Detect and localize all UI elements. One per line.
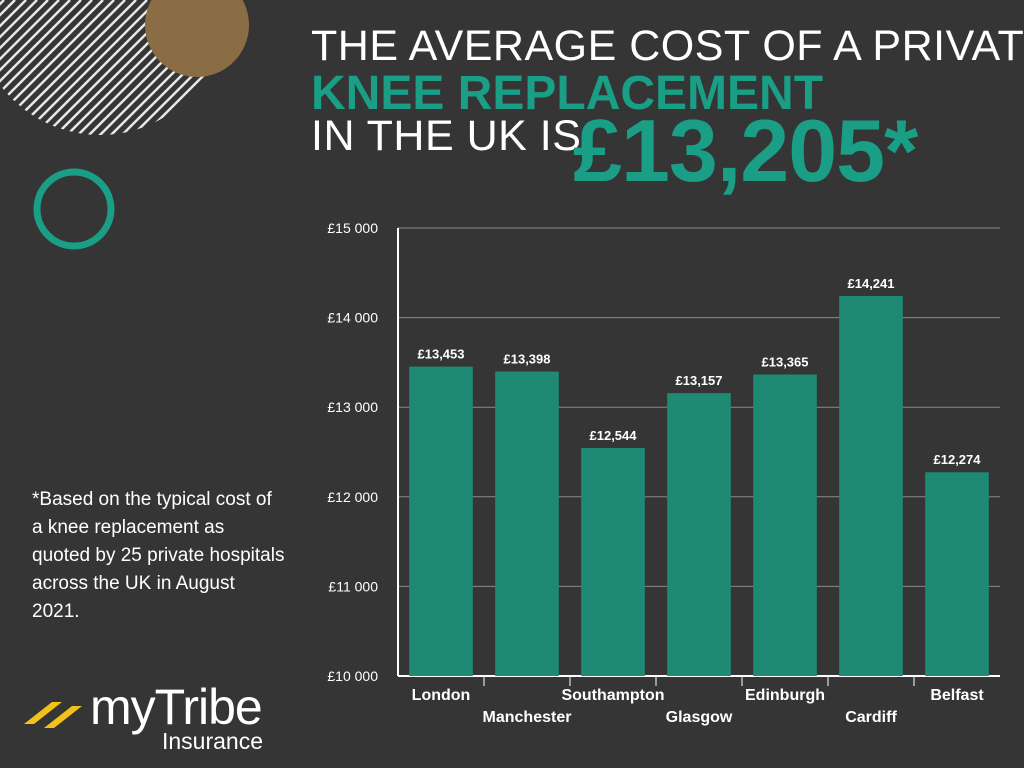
bar — [409, 366, 473, 676]
x-tick-label: Edinburgh — [745, 687, 825, 704]
bar — [753, 374, 817, 676]
bar — [495, 371, 559, 676]
bar — [925, 472, 989, 676]
bar-chart: £10 000 £11 000 £12 000 £13 000 £14 000 £15 0… — [300, 210, 1010, 745]
data-label: £13,157 — [676, 373, 723, 388]
y-tick-label: £13 000 — [327, 399, 378, 415]
data-label: £13,365 — [762, 354, 809, 369]
bar — [839, 296, 903, 676]
x-tick-label: Belfast — [930, 687, 984, 704]
gold-circle — [145, 0, 249, 77]
bar — [667, 393, 731, 676]
y-tick-label: £15 000 — [327, 220, 378, 236]
mytribe-logo: myTribe Insurance — [22, 679, 282, 758]
y-tick-label: £10 000 — [327, 668, 378, 684]
x-tick-label: Manchester — [483, 709, 572, 726]
logo-chevron-icon — [24, 702, 82, 728]
data-label: £12,274 — [934, 452, 982, 467]
footnote: *Based on the typical cost of a knee rep… — [32, 489, 285, 622]
data-label: £14,241 — [848, 276, 895, 291]
teal-ring — [33, 168, 115, 250]
x-tick-label: London — [412, 687, 471, 704]
decorative-shapes — [0, 0, 249, 250]
y-tick-label: £14 000 — [327, 310, 378, 326]
bar — [581, 448, 645, 676]
x-tick-label: Glasgow — [666, 709, 733, 726]
data-label: £12,544 — [590, 428, 638, 443]
data-label: £13,398 — [504, 352, 551, 367]
x-tick-label: Cardiff — [845, 709, 897, 726]
headline-line-3: IN THE UK IS — [311, 112, 582, 160]
headline-price: £13,205* — [573, 101, 918, 200]
headline-line-2: KNEE REPLACEMENT — [311, 67, 824, 120]
logo-subtitle: Insurance — [162, 728, 264, 754]
y-tick-label: £12 000 — [327, 489, 378, 505]
logo-wordmark: myTribe — [90, 679, 263, 735]
data-label: £13,453 — [418, 347, 465, 362]
headline-line-1: THE AVERAGE COST OF A PRIVATE — [311, 22, 1024, 70]
y-tick-label: £11 000 — [328, 578, 378, 594]
x-tick-label: Southampton — [561, 687, 664, 704]
chart-svg: £10 000 £11 000 £12 000 £13 000 £14 000 £15 0… — [327, 220, 1000, 726]
